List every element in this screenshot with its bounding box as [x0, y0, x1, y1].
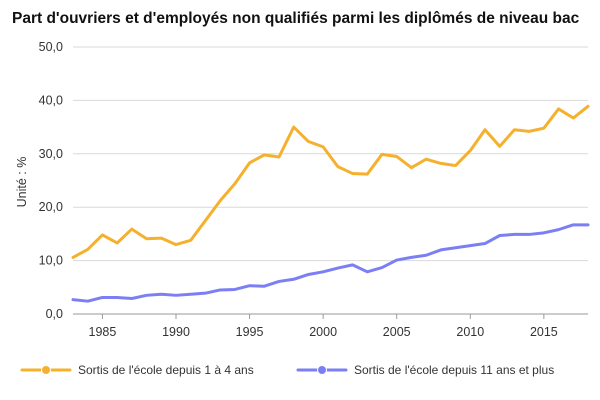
y-tick-label: 20,0	[39, 200, 63, 214]
legend-marker-11-plus-years-dot	[317, 365, 327, 375]
legend-item-11-plus-years[interactable]: Sortis de l'école depuis 11 ans et plus	[296, 363, 554, 377]
x-tick-label: 1995	[236, 325, 264, 339]
grid	[73, 46, 588, 262]
series-layer	[71, 104, 590, 303]
x-tick-label: 1990	[162, 325, 190, 339]
y-tick-label: 40,0	[39, 93, 63, 107]
x-tick-label: 2015	[530, 325, 558, 339]
legend-label: Sortis de l'école depuis 11 ans et plus	[354, 363, 554, 377]
x-tick-label: 2010	[456, 325, 484, 339]
y-tick-label: 30,0	[39, 147, 63, 161]
legend-label: Sortis de l'école depuis 1 à 4 ans	[78, 363, 254, 377]
y-axis-label: Unité : %	[15, 157, 29, 208]
x-tick-label: 1985	[89, 325, 117, 339]
y-tick-label: 0,0	[46, 307, 63, 321]
y-tick-label: 50,0	[39, 40, 63, 54]
axes: 0,0 10,0 20,0 30,0 40,0 50,0 1985 1990 1995 2000 2…	[39, 40, 588, 339]
legend-item-1-4-years[interactable]: Sortis de l'école depuis 1 à 4 ans	[20, 363, 254, 377]
chart-title: Part d'ouvriers et d'employés non qualif…	[12, 10, 580, 27]
x-tick-label: 2005	[383, 325, 411, 339]
series-line-1-4-years	[71, 104, 590, 259]
series-line-11-plus-years	[71, 223, 590, 303]
legend: Sortis de l'école depuis 1 à 4 ans Sortis…	[20, 363, 554, 377]
x-tick-label: 2000	[309, 325, 337, 339]
legend-marker-1-4-years-dot	[41, 365, 51, 375]
y-tick-label: 10,0	[39, 254, 63, 268]
